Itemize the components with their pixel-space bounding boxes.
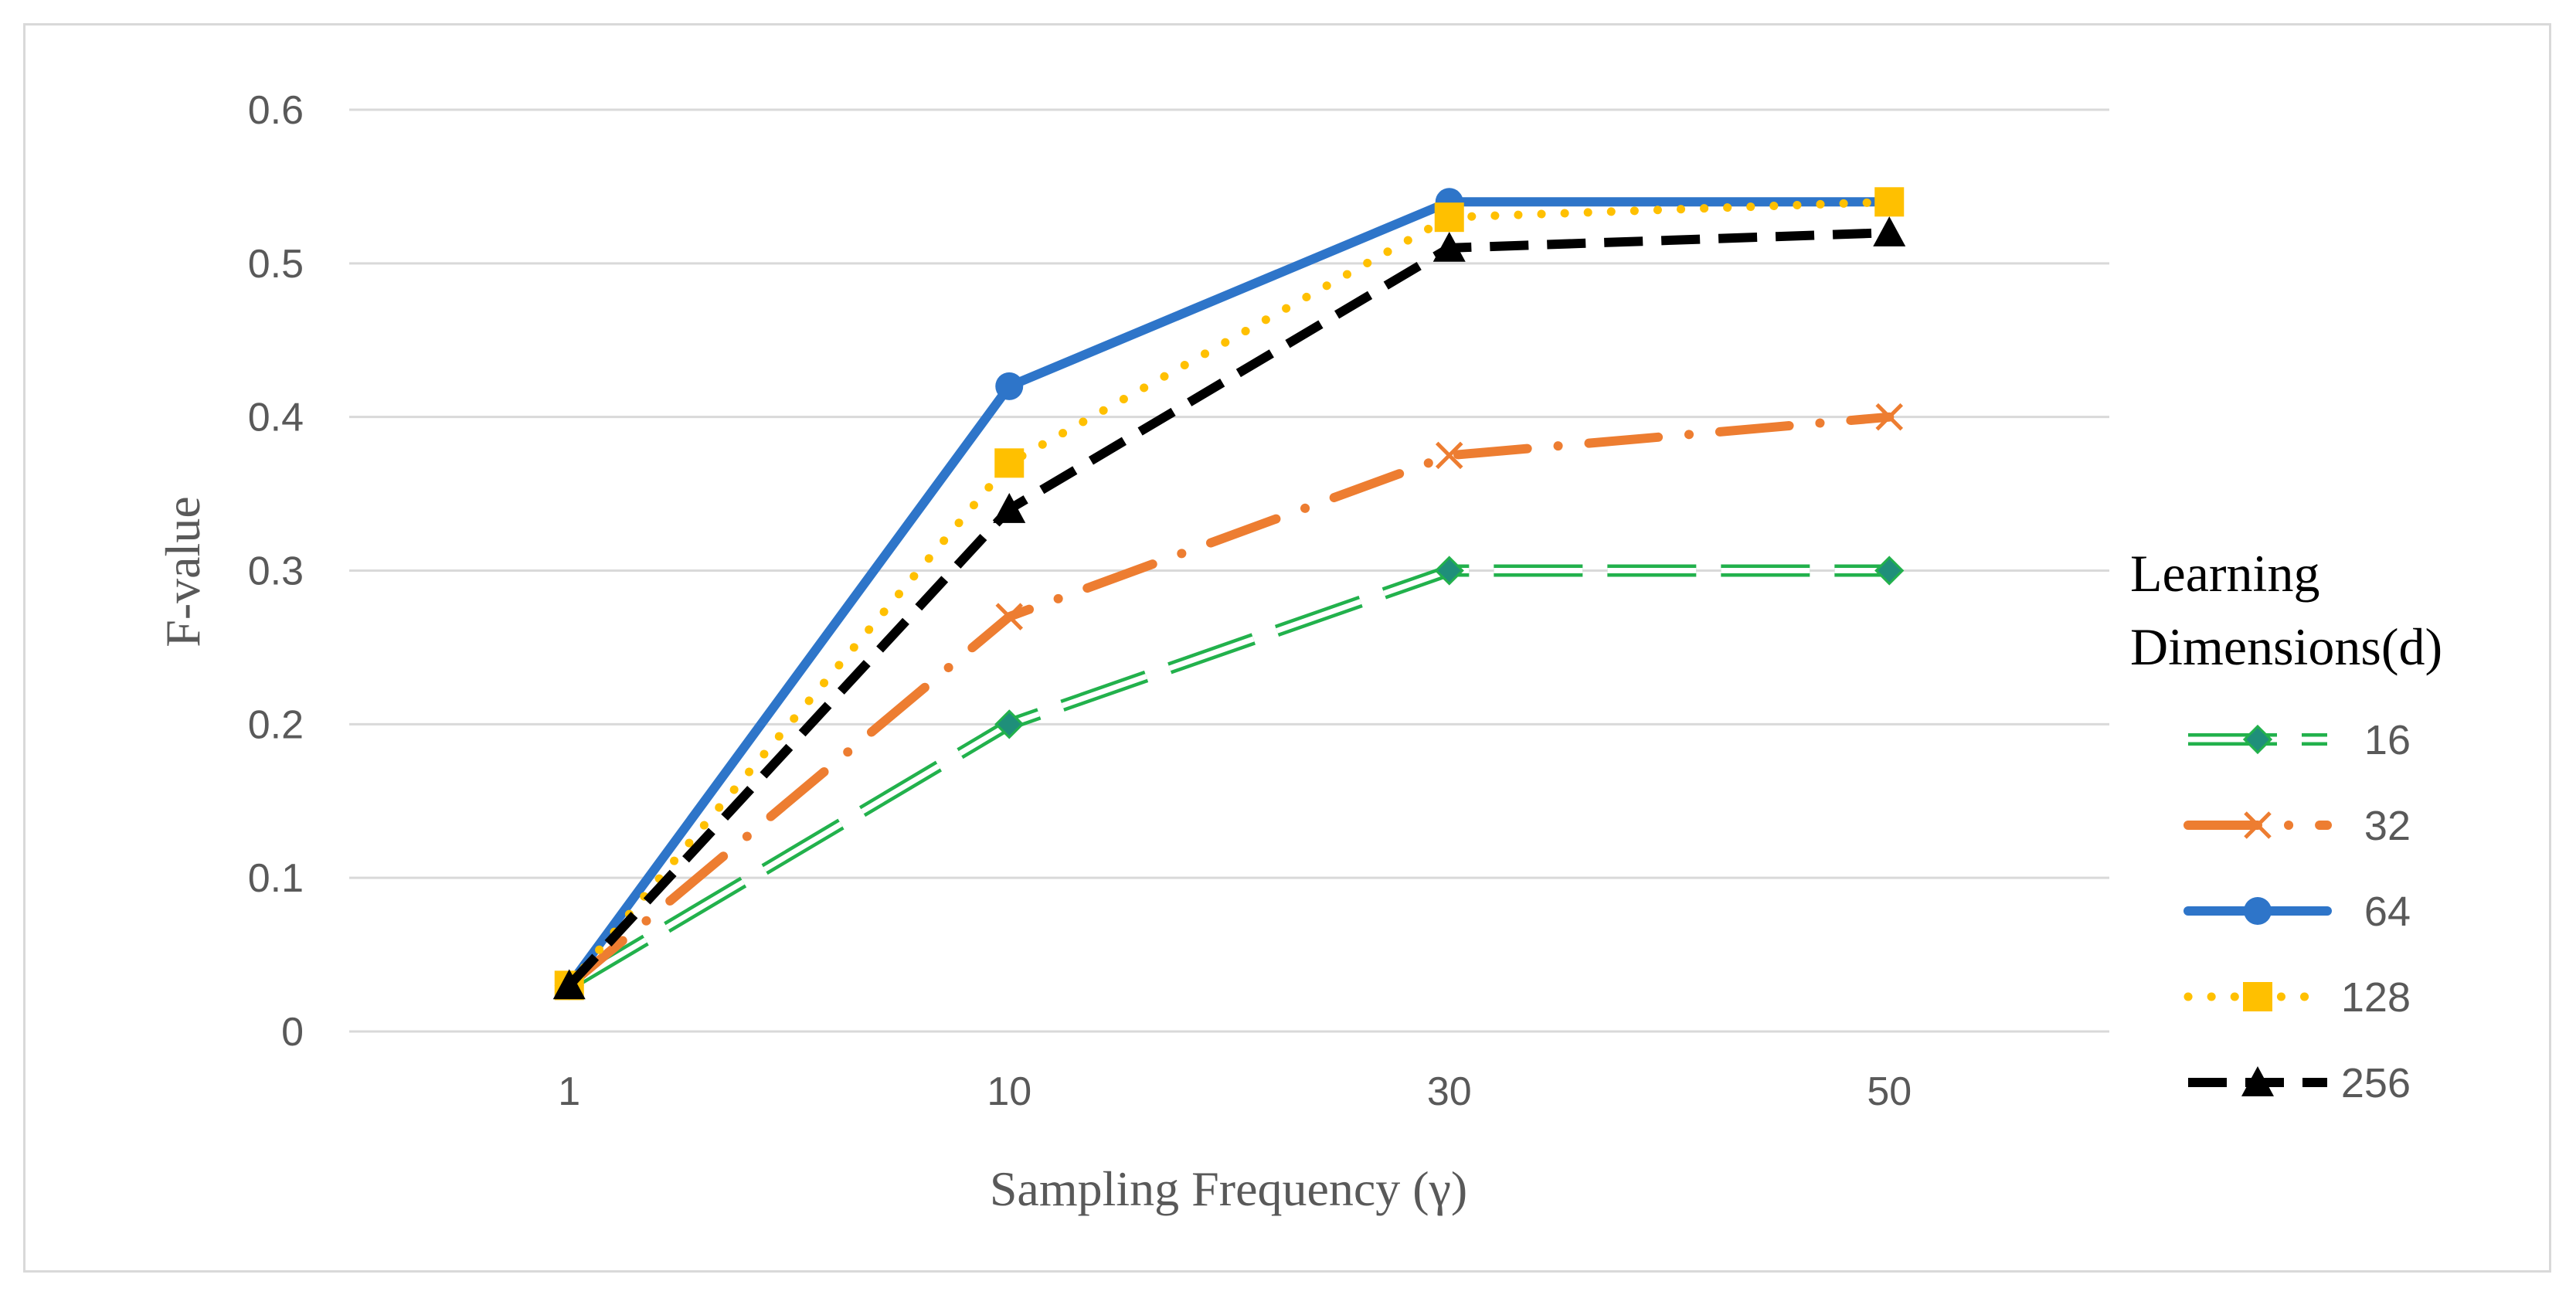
legend-title-line-1: Learning bbox=[2130, 544, 2319, 603]
legend-label-32: 32 bbox=[2364, 803, 2411, 849]
legend-item-64: 64 bbox=[2183, 889, 2411, 935]
point-256-30 bbox=[1432, 231, 1466, 262]
point-256-10 bbox=[993, 492, 1026, 523]
x-tick-label-0: 1 bbox=[558, 1069, 580, 1114]
chart-frame bbox=[23, 23, 2551, 1273]
y-tick-label-0: 0 bbox=[281, 1010, 304, 1055]
legend-label-64: 64 bbox=[2364, 889, 2411, 935]
y-axis-ticks: 0 0.1 0.2 0.3 0.4 0.5 0.6 bbox=[248, 88, 304, 1055]
point-256-1 bbox=[552, 969, 586, 1000]
y-axis-title: F-value bbox=[155, 496, 210, 647]
legend-marker-64 bbox=[2244, 897, 2272, 925]
legend-item-128: 128 bbox=[2183, 974, 2411, 1021]
legend-marker-32 bbox=[2244, 811, 2272, 839]
legend-item-32: 32 bbox=[2183, 803, 2411, 849]
y-tick-label-2: 0.2 bbox=[248, 702, 304, 747]
legend-item-16: 16 bbox=[2188, 717, 2411, 763]
point-32-50 bbox=[1875, 403, 1904, 431]
point-128-50 bbox=[1874, 187, 1905, 217]
legend-marker-256 bbox=[2241, 1066, 2274, 1096]
legend-marker-16 bbox=[2242, 724, 2273, 755]
legend-item-256: 256 bbox=[2188, 1060, 2411, 1106]
point-16-10 bbox=[994, 709, 1025, 739]
y-tick-label-6: 0.6 bbox=[248, 88, 304, 133]
series-line-32 bbox=[564, 412, 1895, 991]
point-32-30 bbox=[1435, 441, 1463, 470]
legend: Learning Dimensions(d) 16 32 64 128 256 bbox=[2130, 544, 2442, 1106]
point-256-50 bbox=[1873, 216, 1906, 246]
legend-items: 16 32 64 128 256 bbox=[2183, 717, 2411, 1106]
x-axis-title: Sampling Frequency (γ) bbox=[990, 1161, 1467, 1216]
x-axis-ticks: 1 10 30 50 bbox=[558, 1069, 1912, 1114]
point-32-10 bbox=[995, 603, 1024, 630]
legend-marker-128 bbox=[2243, 982, 2272, 1011]
point-16-50 bbox=[1874, 556, 1905, 586]
series-line-16 bbox=[566, 564, 1890, 991]
series-group bbox=[552, 187, 1906, 1001]
point-128-10 bbox=[994, 448, 1025, 478]
x-tick-label-1: 10 bbox=[987, 1069, 1031, 1114]
series-line-64 bbox=[564, 197, 1895, 991]
x-tick-label-3: 50 bbox=[1867, 1069, 1912, 1114]
legend-label-256: 256 bbox=[2341, 1060, 2411, 1106]
y-tick-label-1: 0.1 bbox=[248, 856, 304, 901]
legend-title-line-2: Dimensions(d) bbox=[2130, 617, 2442, 676]
legend-label-16: 16 bbox=[2364, 717, 2411, 763]
y-tick-label-5: 0.5 bbox=[248, 242, 304, 287]
legend-label-128: 128 bbox=[2341, 974, 2411, 1021]
series-line-256 bbox=[566, 228, 1890, 989]
x-tick-label-2: 30 bbox=[1427, 1069, 1472, 1114]
point-128-30 bbox=[1434, 202, 1464, 233]
point-64-10 bbox=[995, 372, 1024, 400]
point-16-30 bbox=[1434, 556, 1464, 586]
y-tick-label-4: 0.4 bbox=[248, 396, 304, 440]
y-tick-label-3: 0.3 bbox=[248, 549, 304, 594]
